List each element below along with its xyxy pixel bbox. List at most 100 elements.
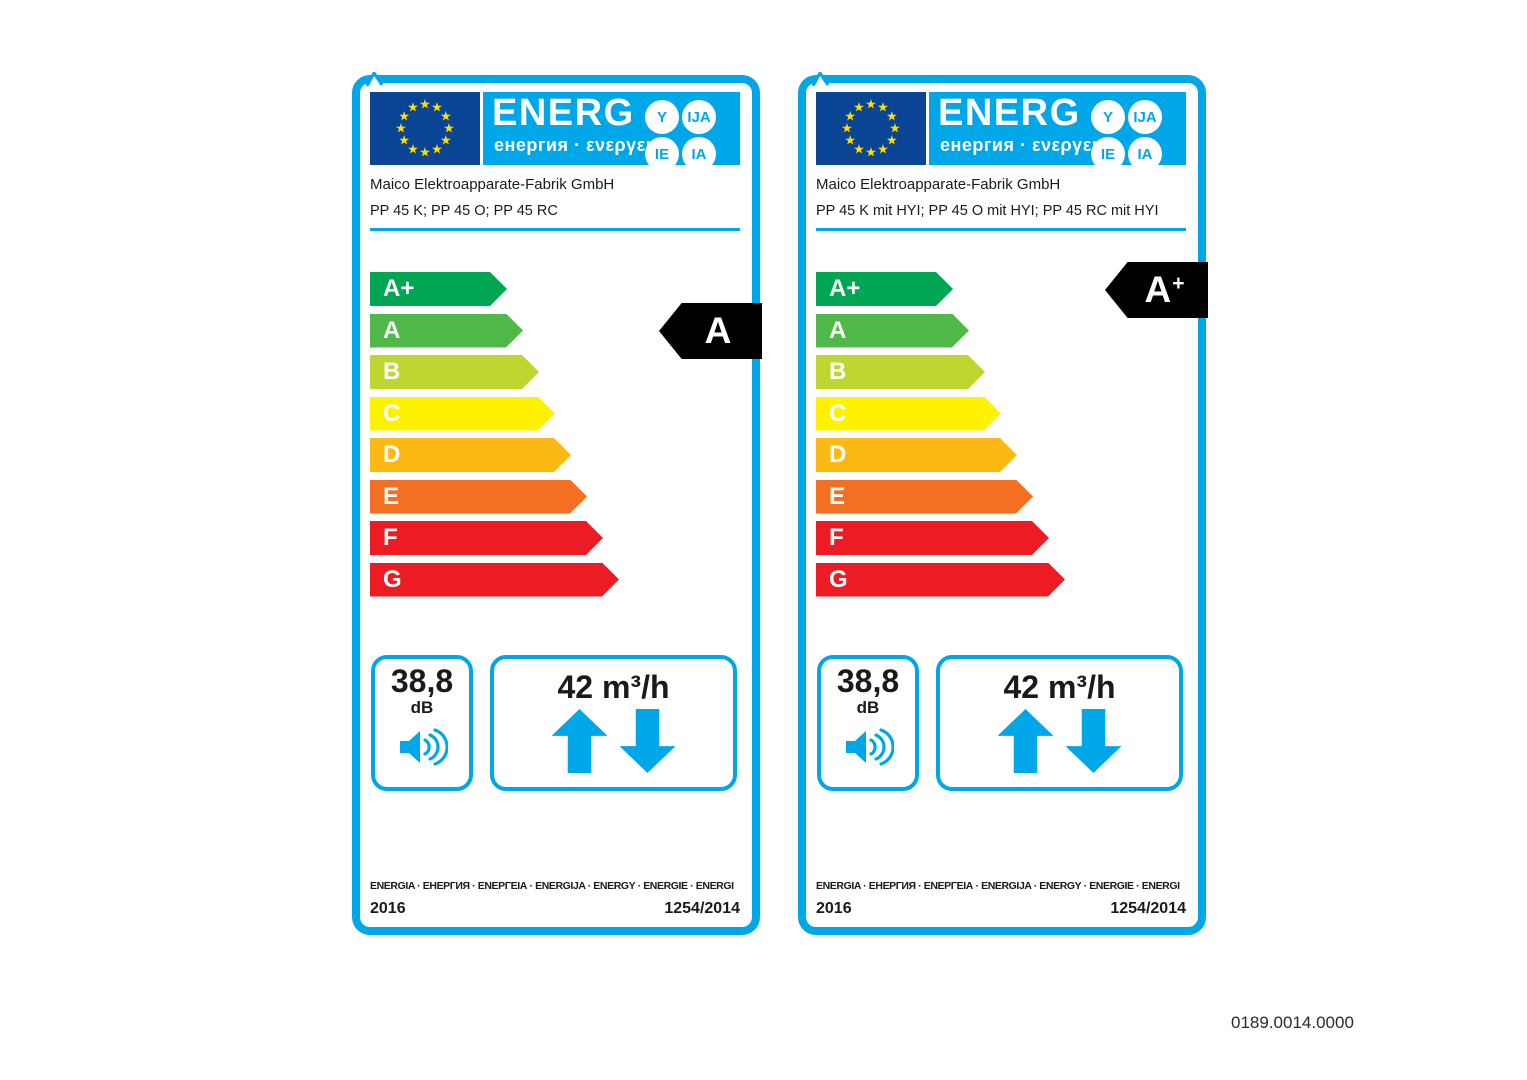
eu-flag-star: ★ (865, 97, 877, 112)
supplier-name: Maico Elektroapparate-Fabrik GmbH (370, 176, 615, 193)
eu-flag-star: ★ (844, 109, 857, 124)
eu-flag-star: ★ (395, 121, 407, 136)
grade-letter: A (383, 316, 401, 344)
eu-flag-star: ★ (431, 100, 443, 116)
grade-bar-a: A (816, 314, 969, 348)
airflow-direction-icons (940, 709, 1179, 773)
arrow-down-icon (1065, 709, 1122, 773)
noise-value: 38,8 (390, 663, 454, 699)
document-code: 0189.0014.0000 (1231, 1013, 1354, 1032)
grade-letter: D (829, 441, 847, 468)
energ-logo-band: ENERG енергия · ενεργεια Y IJA IE IA (483, 92, 740, 171)
speaker-icon (846, 727, 894, 766)
grade-bar-a: A (370, 314, 523, 348)
eu-flag-star: ★ (419, 145, 431, 160)
grade-letter: E (829, 482, 846, 510)
eu-flag-star: ★ (439, 133, 452, 148)
rating-arrow: A + (1105, 262, 1208, 318)
label-footer: 2016 1254/2014 (370, 900, 740, 918)
energy-word-languages: ENERGIA · ЕНЕРГИЯ · ΕΝΕΡΓΕΙΑ · ENERGIJA … (370, 880, 734, 892)
noise-unit: dB (410, 697, 434, 717)
airflow-box: 42 m³/h (936, 655, 1183, 791)
grade-letter: F (383, 524, 398, 551)
speaker-icon (400, 727, 448, 766)
ending-circle-ie: IE (1091, 137, 1125, 171)
grade-bar-a+: A+ (370, 272, 507, 306)
corner-fold-decoration (811, 72, 830, 86)
eu-flag-star: ★ (407, 141, 419, 157)
ending-circle-ie: IE (645, 137, 679, 171)
airflow-box: 42 m³/h (490, 655, 737, 791)
noise-box: 38,8 dB (371, 655, 473, 791)
supplier-name: Maico Elektroapparate-Fabrik GmbH (816, 176, 1061, 193)
eu-flag-star: ★ (407, 100, 419, 116)
efficiency-scale: A A+ A B C D E F G (370, 272, 762, 598)
grade-bar-f: F (816, 521, 1049, 555)
grade-letter: G (829, 565, 848, 593)
grade-letter: E (383, 482, 400, 510)
grade-bar-d: D (370, 438, 571, 472)
rating-letter: A (704, 310, 732, 351)
eu-flag-star: ★ (844, 133, 857, 148)
grade-letter: A+ (383, 275, 415, 302)
grade-letter: F (829, 524, 844, 551)
ending-circle-ia: IA (682, 137, 716, 171)
grade-letter: D (383, 441, 401, 468)
grade-letter: C (383, 399, 401, 427)
eu-flag-star: ★ (885, 133, 898, 148)
eu-flag-star: ★ (431, 141, 443, 157)
noise-unit: dB (856, 697, 880, 717)
eu-flag: ★ ★ ★ ★ ★ ★ ★ ★ ★ ★ ★ ★ (816, 92, 926, 165)
ending-circle-ia: IA (1128, 137, 1162, 171)
model-identifiers: PP 45 K mit HYI; PP 45 O mit HYI; PP 45 … (816, 203, 1159, 219)
energy-label-pp45-hyi: ★ ★ ★ ★ ★ ★ ★ ★ ★ ★ ★ ★ ENERG енергия · ενεργεια Y … (798, 72, 1208, 935)
corner-fold-decoration (365, 72, 384, 86)
eu-flag-star: ★ (865, 145, 877, 160)
arrow-up-icon (551, 709, 608, 773)
eu-flag-star: ★ (853, 100, 865, 116)
ending-circle-ija: IJA (1128, 100, 1162, 134)
grade-bar-e: E (370, 480, 587, 514)
divider-rule (816, 228, 1186, 231)
noise-box: 38,8 dB (817, 655, 919, 791)
energ-logo-subtext: енергия · ενεργεια (940, 135, 1109, 155)
eu-flag-star: ★ (885, 109, 898, 124)
grade-letter: A+ (829, 275, 861, 302)
energy-label-pp45: ★ ★ ★ ★ ★ ★ ★ ★ ★ ★ ★ ★ ENERG енергия · ενεργεια Y … (352, 72, 762, 935)
language-ending-circles: Y IJA IE IA (645, 100, 716, 171)
eu-flag-star: ★ (889, 121, 901, 136)
eu-flag: ★ ★ ★ ★ ★ ★ ★ ★ ★ ★ ★ ★ (370, 92, 480, 165)
label-header: ★ ★ ★ ★ ★ ★ ★ ★ ★ ★ ★ ★ ENERG енергия · ενεργεια Y … (370, 92, 740, 171)
grade-bar-g: G (816, 563, 1065, 597)
eu-flag-star: ★ (877, 141, 889, 157)
eu-flag-star: ★ (398, 109, 411, 124)
grade-bar-e: E (816, 480, 1033, 514)
airflow-direction-icons (494, 709, 733, 773)
eu-flag-star: ★ (841, 121, 853, 136)
rating-letter: A (1144, 269, 1172, 310)
eu-flag-star: ★ (877, 100, 889, 116)
airflow-value: 42 m³/h (1003, 669, 1116, 705)
regulation-number: 1254/2014 (1110, 900, 1186, 917)
eu-flag-star: ★ (443, 121, 455, 136)
grade-bar-b: B (816, 355, 985, 389)
label-year: 2016 (370, 900, 406, 917)
energ-logo-text: ENERG (492, 92, 635, 134)
label-year: 2016 (816, 900, 852, 917)
grade-letter: B (829, 358, 847, 385)
ending-circle-y: Y (645, 100, 679, 134)
grade-bar-a+: A+ (816, 272, 953, 306)
ending-circle-ija: IJA (682, 100, 716, 134)
eu-flag-star: ★ (419, 97, 431, 112)
grade-letter: C (829, 399, 847, 427)
grade-bar-c: C (370, 397, 555, 431)
rating-arrow: A (659, 303, 762, 359)
grade-bar-g: G (370, 563, 619, 597)
label-header: ★ ★ ★ ★ ★ ★ ★ ★ ★ ★ ★ ★ ENERG енергия · ενεργεια Y … (816, 92, 1186, 171)
regulation-number: 1254/2014 (664, 900, 740, 917)
eu-flag-star: ★ (439, 109, 452, 124)
eu-flag-star: ★ (398, 133, 411, 148)
noise-value: 38,8 (836, 663, 900, 699)
grade-bar-f: F (370, 521, 603, 555)
